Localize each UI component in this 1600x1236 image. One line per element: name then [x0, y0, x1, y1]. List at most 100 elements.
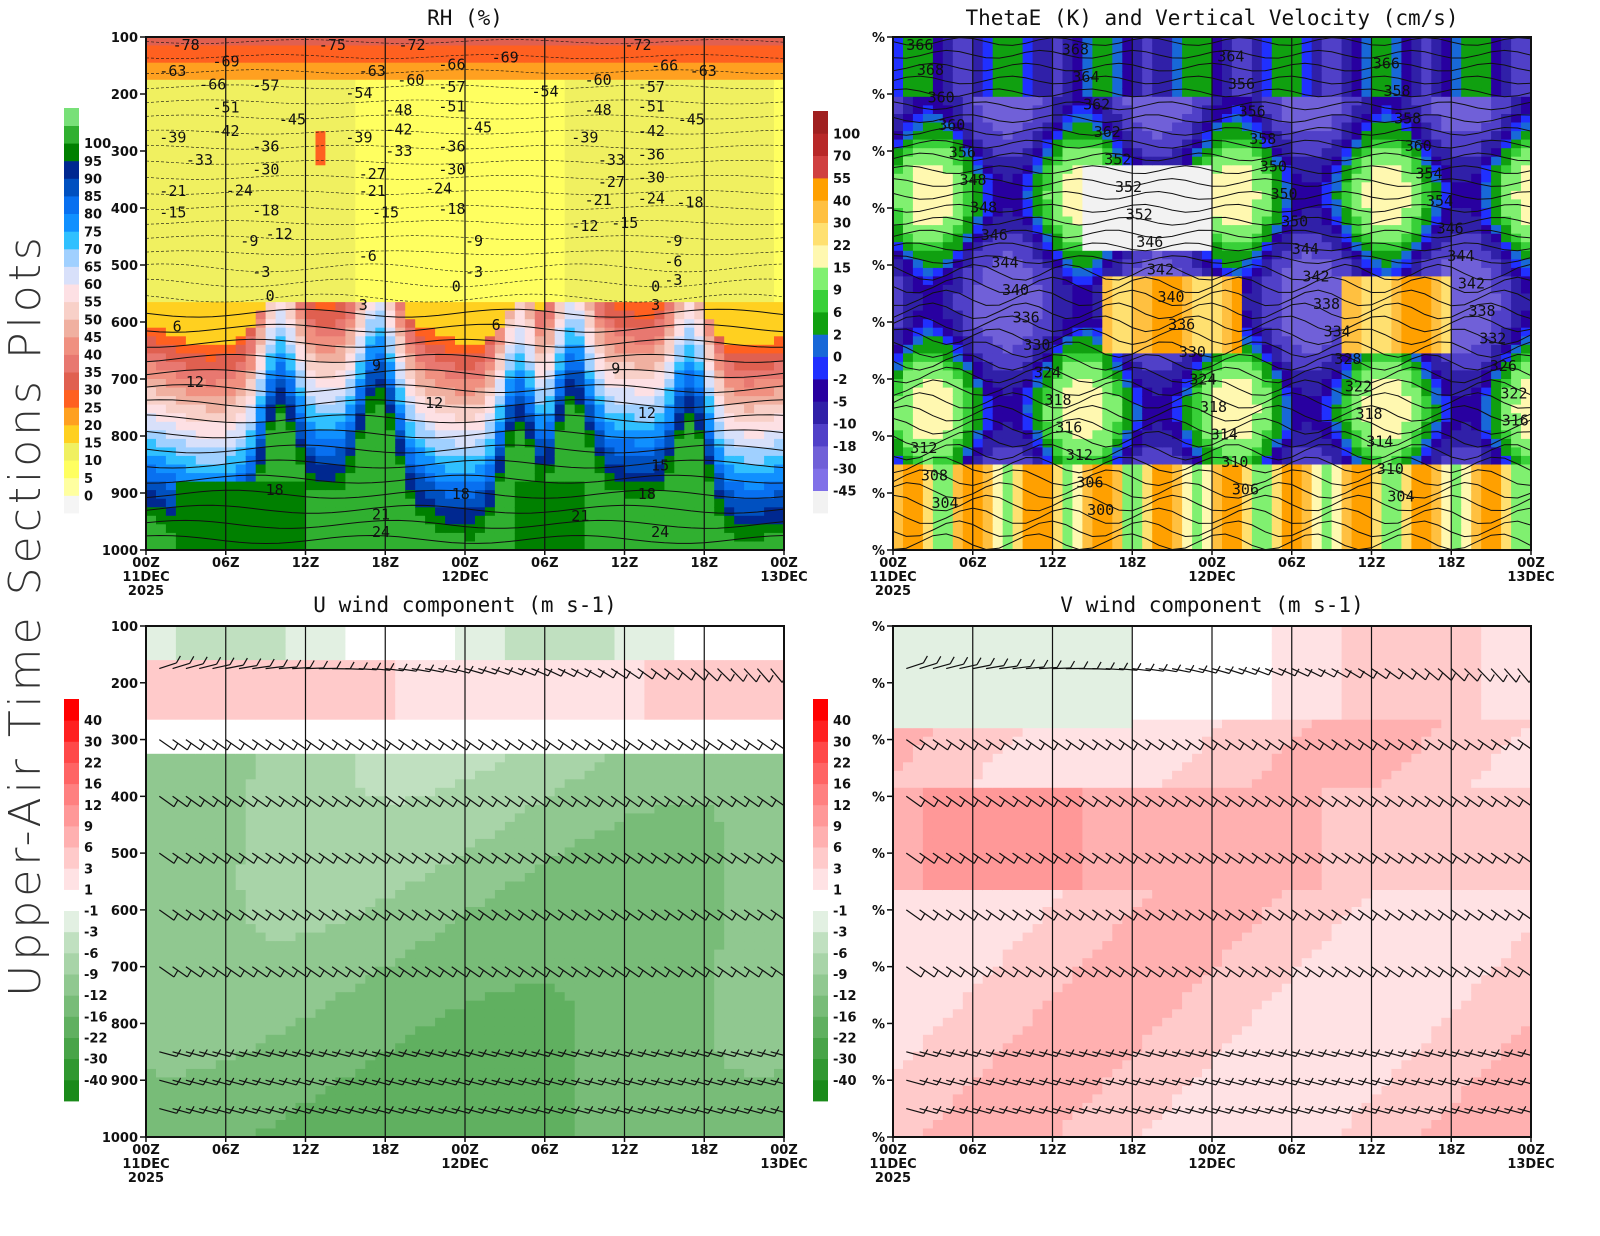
field-cell: [295, 225, 307, 235]
field-cell: [544, 396, 556, 406]
legend-label: 10: [84, 454, 102, 469]
field-cell: [674, 88, 685, 98]
field-cell: [484, 96, 496, 106]
field-cell: [315, 498, 327, 508]
field-cell: [554, 532, 566, 543]
field-cell: [604, 361, 616, 372]
field-cell: [972, 293, 984, 303]
field-cell: [375, 190, 386, 201]
field-cell: [972, 37, 984, 47]
legend-label: 40: [84, 349, 102, 364]
field-cell: [295, 481, 307, 491]
field-cell: [624, 421, 636, 431]
field-cell: [315, 319, 327, 329]
field-cell: [225, 88, 237, 98]
field-cell: [962, 404, 974, 414]
field-cell: [1022, 71, 1034, 81]
field-cell: [724, 361, 735, 372]
field-cell: [275, 71, 287, 81]
field-cell: [415, 122, 426, 132]
field-cell: [893, 473, 904, 483]
x-tick-label: 06Z: [531, 556, 559, 571]
field-cell: [295, 131, 307, 141]
field-cell: [415, 379, 426, 389]
field-cell: [704, 156, 715, 166]
field-cell: [185, 225, 197, 235]
field-cell: [455, 216, 466, 226]
field-cell: [644, 79, 655, 89]
field-cell: [684, 190, 695, 201]
field-cell: [624, 532, 636, 543]
field-cell: [305, 327, 317, 337]
field-cell: [754, 344, 765, 354]
field-cell: [694, 45, 705, 55]
field-cell: [694, 293, 705, 303]
field-cell: [554, 541, 566, 550]
contour-label: 24: [651, 523, 669, 541]
field-cell: [494, 310, 506, 320]
field-cell: [355, 233, 366, 243]
field-cell: [475, 344, 486, 354]
field-cell: [952, 45, 964, 55]
field-cell: [972, 524, 984, 534]
field-cell: [175, 481, 187, 491]
field-cell: [972, 404, 984, 414]
field-cell: [275, 225, 287, 235]
field-cell: [614, 79, 626, 89]
field-cell: [1002, 481, 1014, 491]
field-cell: [614, 370, 626, 380]
field-cell: [345, 524, 356, 534]
field-cell: [465, 148, 476, 158]
field-cell: [624, 139, 636, 149]
field-cell: [425, 473, 436, 483]
contour-label: -6: [359, 247, 377, 265]
field-cell: [654, 344, 665, 354]
field-cell: [774, 327, 784, 337]
field-cell: [654, 88, 665, 98]
field-cell: [774, 336, 784, 346]
field-cell: [245, 507, 257, 517]
legend-label: 15: [84, 437, 102, 452]
field-cell: [634, 310, 646, 320]
legend-swatch: [64, 231, 79, 250]
field-cell: [684, 267, 695, 278]
field-cell: [634, 190, 646, 201]
field-cell: [634, 421, 646, 431]
field-cell: [255, 173, 267, 183]
field-cell: [494, 507, 506, 517]
field-cell: [385, 421, 396, 431]
field-cell: [932, 379, 944, 389]
field-cell: [265, 464, 277, 474]
field-cell: [1042, 122, 1054, 132]
field-cell: [315, 225, 327, 235]
field-cell: [1012, 507, 1024, 517]
field-cell: [1022, 156, 1034, 166]
field-cell: [514, 404, 526, 414]
field-cell: [734, 182, 745, 192]
field-cell: [754, 413, 765, 423]
field-cell: [684, 336, 695, 346]
field-cell: [903, 455, 914, 466]
field-cell: [764, 284, 775, 295]
field-cell: [992, 319, 1004, 329]
field-cell: [225, 233, 237, 243]
field-cell: [644, 105, 655, 115]
field-cell: [774, 379, 784, 389]
field-cell: [634, 473, 646, 483]
field-cell: [1042, 319, 1054, 329]
field-cell: [205, 182, 217, 192]
field-cell: [942, 242, 954, 252]
field-cell: [275, 515, 287, 525]
field-cell: [1002, 396, 1014, 406]
field-cell: [345, 79, 356, 89]
field-cell: [524, 541, 536, 550]
field-cell: [1002, 361, 1014, 372]
field-cell: [594, 54, 606, 64]
field-cell: [365, 455, 376, 466]
field-cell: [295, 114, 307, 124]
panel-thetae: ThetaE (K) and Vertical Velocity (cm/s) …: [813, 6, 1555, 599]
field-cell: [375, 370, 386, 380]
field-cell: [205, 276, 217, 286]
contour-label: 6: [173, 318, 182, 336]
field-cell: [903, 37, 914, 47]
